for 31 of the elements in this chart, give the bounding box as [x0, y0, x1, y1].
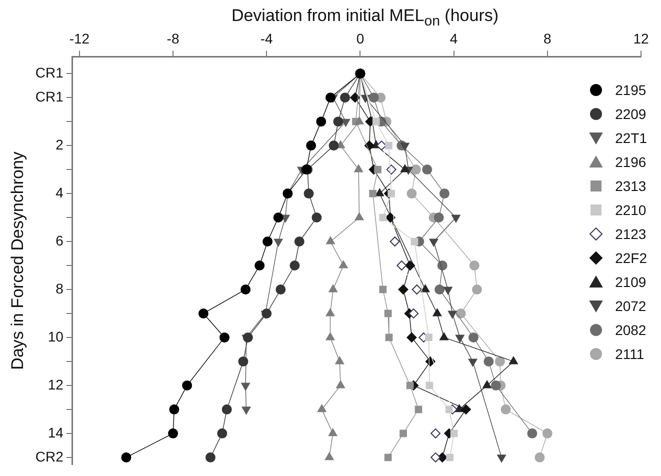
legend-label: 2209: [615, 106, 646, 122]
y-tick-label: 10: [48, 328, 64, 344]
legend-label: 2109: [615, 274, 646, 290]
x-tick-label: 0: [356, 30, 364, 46]
x-tick-label: -4: [260, 30, 274, 46]
x-tick-label: -8: [166, 30, 180, 46]
x-tick-label: 12: [633, 30, 649, 46]
x-axis-title: Deviation from initial MEL$_{on}$ (hours): [230, 6, 500, 30]
legend-label: 2111: [615, 346, 644, 362]
legend-label: 22F2: [615, 250, 647, 266]
legend-label: 2196: [615, 154, 646, 170]
y-tick-label: CR2: [35, 448, 64, 464]
y-tick-label: CR1: [35, 88, 64, 104]
legend-label: 2072: [615, 298, 646, 314]
x-tick-label: 4: [450, 30, 458, 46]
y-tick-label: 8: [56, 280, 64, 296]
y-tick-label: CR1: [35, 64, 64, 80]
y-tick-label: 14: [48, 424, 64, 440]
y-axis-title: Days in Forced Desynchrony: [8, 151, 27, 370]
y-tick-label: 4: [56, 184, 64, 200]
legend-label: 2313: [615, 178, 646, 194]
legend-label: 2195: [615, 82, 646, 98]
legend-label: 2082: [615, 322, 646, 338]
x-tick-label: 8: [544, 30, 552, 46]
y-tick-label: 2: [56, 136, 64, 152]
x-tick-label: -12: [69, 30, 90, 46]
y-tick-label: 12: [48, 376, 64, 392]
legend-label: 2210: [615, 202, 646, 218]
legend-label: 2123: [615, 226, 646, 242]
legend-label: 22T1: [615, 130, 647, 146]
y-tick-label: 6: [56, 232, 64, 248]
